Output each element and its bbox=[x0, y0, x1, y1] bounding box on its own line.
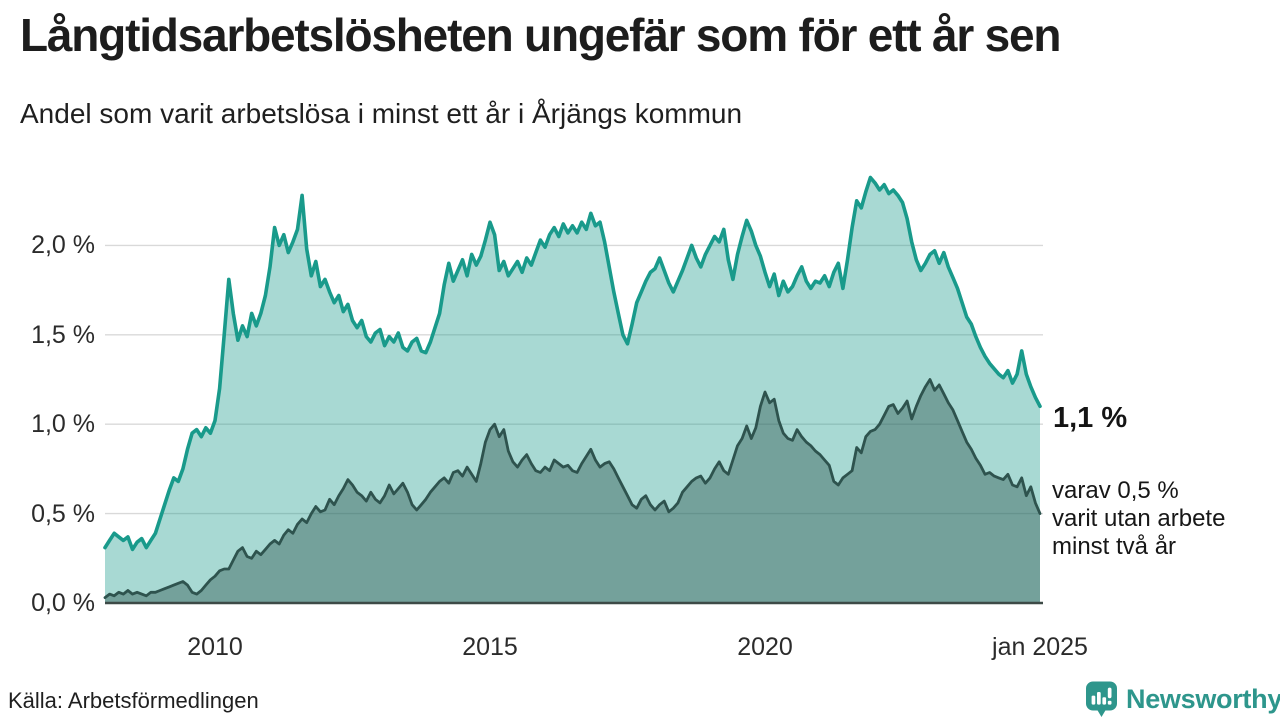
chart-pin-icon bbox=[1086, 681, 1117, 717]
x-tick-label: 2020 bbox=[737, 633, 793, 661]
series-line-two-years bbox=[103, 378, 1042, 599]
two-year-annotation: varav 0,5 % varit utan arbete minst två … bbox=[1052, 477, 1225, 561]
two-year-annotation-line: varit utan arbete bbox=[1052, 505, 1226, 532]
x-tick-label: 2010 bbox=[187, 633, 243, 661]
y-tick-label: 0,0 % bbox=[31, 589, 95, 617]
latest-value-label: 1,1 % bbox=[1053, 402, 1128, 434]
two-year-annotation-line: varav 0,5 % bbox=[1052, 477, 1179, 504]
y-tick-label: 0,5 % bbox=[31, 499, 95, 528]
page-title: Långtidsarbetslösheten ungefär som för e… bbox=[20, 9, 1062, 61]
series-area-two-years bbox=[105, 379, 1040, 603]
newsworthy-logo: Newsworthy bbox=[1084, 680, 1280, 719]
source-note: Källa: Arbetsförmedlingen bbox=[8, 688, 259, 713]
x-tick-label: jan 2025 bbox=[992, 633, 1088, 661]
x-tick-label: 2015 bbox=[462, 633, 518, 661]
page-subtitle: Andel som varit arbetslösa i minst ett å… bbox=[20, 98, 743, 129]
y-tick-label: 2,0 % bbox=[31, 231, 95, 260]
brand-name: Newsworthy bbox=[1126, 684, 1280, 714]
y-tick-label: 1,5 % bbox=[31, 320, 95, 349]
two-year-annotation-line: minst två år bbox=[1052, 533, 1177, 560]
y-tick-label: 1,0 % bbox=[31, 410, 95, 439]
series-line-one-year bbox=[103, 175, 1042, 552]
